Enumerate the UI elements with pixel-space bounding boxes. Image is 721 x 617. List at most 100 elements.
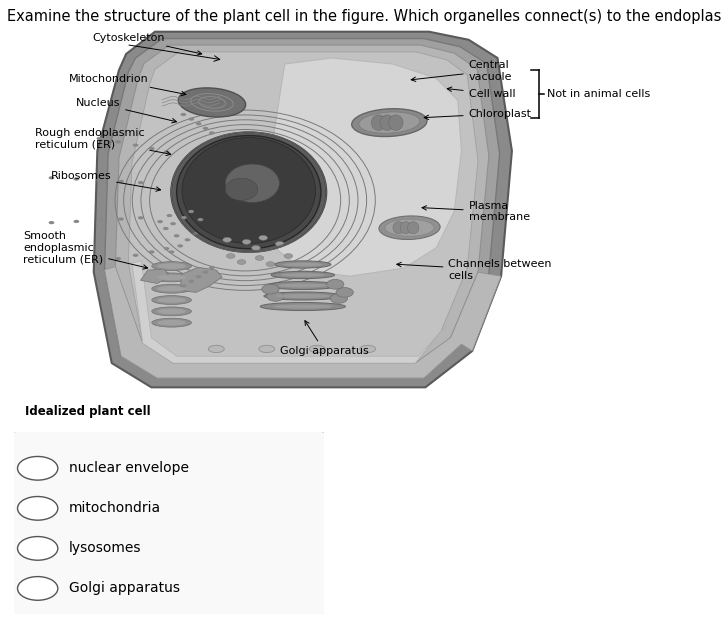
Ellipse shape — [267, 281, 338, 289]
Text: nuclear envelope: nuclear envelope — [68, 462, 189, 475]
Circle shape — [164, 247, 169, 251]
Ellipse shape — [157, 286, 186, 292]
Circle shape — [336, 288, 353, 297]
Text: Not in animal cells: Not in animal cells — [547, 89, 650, 99]
Circle shape — [185, 238, 190, 241]
Circle shape — [17, 537, 58, 560]
Circle shape — [97, 137, 102, 140]
Text: Chloroplast: Chloroplast — [424, 109, 531, 120]
Circle shape — [97, 178, 102, 182]
Text: mitochondria: mitochondria — [68, 502, 161, 515]
Ellipse shape — [275, 261, 331, 268]
Polygon shape — [128, 52, 478, 363]
Circle shape — [275, 241, 284, 246]
Ellipse shape — [271, 271, 335, 279]
Ellipse shape — [225, 164, 280, 202]
Text: Cytoskeleton: Cytoskeleton — [92, 33, 202, 55]
Circle shape — [203, 126, 208, 130]
Text: Rough endoplasmic
reticulum (ER): Rough endoplasmic reticulum (ER) — [35, 128, 171, 155]
Circle shape — [164, 150, 169, 154]
Circle shape — [115, 140, 121, 144]
Polygon shape — [115, 45, 489, 371]
Ellipse shape — [400, 222, 412, 234]
Text: Central
vacuole: Central vacuole — [411, 60, 512, 81]
Ellipse shape — [178, 88, 246, 117]
Circle shape — [259, 235, 267, 240]
Circle shape — [284, 254, 293, 259]
Circle shape — [17, 457, 58, 480]
Circle shape — [198, 218, 203, 222]
Text: Golgi apparatus: Golgi apparatus — [68, 581, 180, 595]
Ellipse shape — [393, 222, 404, 234]
Circle shape — [223, 238, 231, 242]
Circle shape — [188, 280, 194, 283]
Circle shape — [252, 246, 260, 251]
Ellipse shape — [177, 136, 321, 249]
Circle shape — [118, 217, 124, 221]
Circle shape — [174, 234, 180, 238]
Circle shape — [48, 221, 54, 224]
Ellipse shape — [151, 307, 192, 316]
Text: Channels between
cells: Channels between cells — [397, 259, 552, 281]
Circle shape — [209, 131, 215, 135]
Circle shape — [149, 251, 154, 254]
FancyBboxPatch shape — [12, 431, 326, 616]
Ellipse shape — [151, 284, 192, 293]
Circle shape — [17, 577, 58, 600]
Circle shape — [226, 254, 235, 259]
Ellipse shape — [151, 318, 192, 327]
Ellipse shape — [260, 302, 345, 310]
Ellipse shape — [385, 219, 434, 236]
Ellipse shape — [226, 178, 258, 201]
Ellipse shape — [273, 304, 332, 308]
Circle shape — [138, 181, 143, 184]
Ellipse shape — [389, 115, 403, 130]
Text: Examine the structure of the plant cell in the figure. Which organelles connect(: Examine the structure of the plant cell … — [7, 9, 721, 24]
Circle shape — [180, 113, 186, 116]
Ellipse shape — [151, 296, 192, 304]
Circle shape — [267, 292, 284, 301]
Ellipse shape — [371, 115, 386, 130]
Circle shape — [196, 122, 202, 125]
Ellipse shape — [407, 222, 419, 234]
Circle shape — [97, 260, 102, 263]
Circle shape — [188, 210, 194, 213]
Text: lysosomes: lysosomes — [68, 541, 141, 555]
Circle shape — [170, 222, 176, 225]
Text: Nucleus: Nucleus — [76, 98, 177, 123]
Polygon shape — [121, 337, 461, 378]
Circle shape — [133, 144, 138, 147]
Ellipse shape — [151, 262, 192, 270]
Circle shape — [115, 257, 121, 260]
Polygon shape — [105, 39, 500, 378]
Circle shape — [255, 255, 264, 260]
Circle shape — [149, 147, 154, 150]
Ellipse shape — [172, 133, 326, 252]
Circle shape — [74, 178, 79, 181]
Ellipse shape — [309, 346, 325, 352]
Ellipse shape — [157, 275, 186, 280]
Text: Idealized plant cell: Idealized plant cell — [25, 405, 151, 418]
Circle shape — [157, 220, 163, 223]
Ellipse shape — [208, 346, 224, 352]
Circle shape — [169, 251, 174, 254]
Ellipse shape — [264, 292, 342, 300]
Ellipse shape — [182, 138, 316, 244]
Ellipse shape — [157, 308, 186, 314]
Polygon shape — [141, 269, 169, 283]
Text: Plasma
membrane: Plasma membrane — [422, 201, 530, 222]
Ellipse shape — [157, 297, 186, 303]
Circle shape — [180, 284, 186, 288]
Ellipse shape — [352, 109, 427, 136]
Ellipse shape — [359, 112, 420, 133]
Text: Smooth
endoplasmic
reticulum (ER): Smooth endoplasmic reticulum (ER) — [23, 231, 148, 269]
Polygon shape — [94, 31, 512, 387]
Ellipse shape — [157, 263, 186, 269]
Polygon shape — [180, 267, 222, 292]
Polygon shape — [270, 58, 461, 276]
Text: Ribosomes: Ribosomes — [50, 171, 161, 191]
Circle shape — [167, 214, 172, 217]
Polygon shape — [105, 267, 501, 378]
Circle shape — [181, 216, 187, 219]
Ellipse shape — [280, 273, 325, 277]
